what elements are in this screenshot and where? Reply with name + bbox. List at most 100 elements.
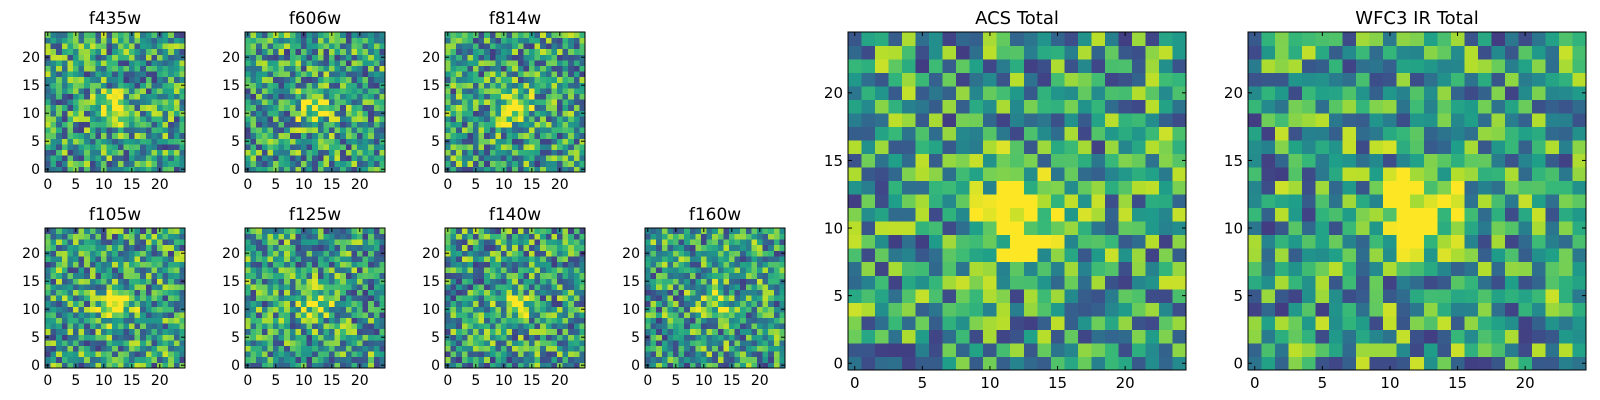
f606w-xtick-label: 5	[271, 177, 280, 193]
f435w-ytick-label: 15	[22, 78, 40, 94]
f160w-ytick-label: 10	[622, 302, 640, 318]
f140w-ytick-label: 20	[422, 246, 440, 262]
f435w-xtick-label: 15	[123, 177, 141, 193]
f435w-xtick-label: 20	[151, 177, 169, 193]
f160w-image	[645, 228, 786, 369]
f160w-ytick-label: 20	[622, 246, 640, 262]
f140w-ytick-label: 5	[431, 330, 440, 346]
f140w-ytick-label: 0	[431, 358, 440, 374]
acs-total-xtick-label: 10	[980, 374, 999, 392]
f140w-xtick-label: 5	[471, 373, 480, 389]
panel-f125w: f125w 0 5 10 15 20 0 5 10 15 20	[222, 205, 386, 389]
f814w-xtick-label: 20	[551, 177, 569, 193]
f160w-ytick-label: 15	[622, 274, 640, 290]
f814w-xtick-label: 15	[523, 177, 541, 193]
f814w-image	[445, 32, 586, 173]
f814w-xtick-label: 5	[471, 177, 480, 193]
f105w-image	[45, 228, 186, 369]
acs-total-ytick-label: 0	[833, 355, 843, 373]
wfc3-ir-total-xtick-label: 5	[1318, 374, 1328, 392]
f160w-title: f160w	[689, 205, 741, 225]
f814w-ytick-label: 0	[431, 162, 440, 178]
f606w-image	[245, 32, 386, 173]
f105w-xtick-label: 10	[95, 373, 113, 389]
f105w-ytick-label: 15	[22, 274, 40, 290]
f105w-ytick-label: 0	[31, 358, 40, 374]
f125w-xtick-label: 5	[271, 373, 280, 389]
f814w-ytick-label: 20	[422, 50, 440, 66]
acs-total-ytick-label: 15	[824, 152, 843, 170]
acs-total-frame	[847, 31, 1187, 371]
f105w-title: f105w	[89, 205, 141, 225]
f125w-ytick-label: 5	[231, 330, 240, 346]
panel-f606w: f606w 0 5 10 15 20 0 5 10 15 20	[222, 9, 386, 193]
wfc3-ir-total-ytick-label: 10	[1224, 219, 1243, 237]
f105w-xtick-label: 0	[43, 373, 52, 389]
wfc3-ir-total-xtick-label: 20	[1516, 374, 1535, 392]
f140w-ytick-label: 15	[422, 274, 440, 290]
wfc3-ir-total-image	[1248, 32, 1587, 371]
wfc3-ir-total-ytick-label: 20	[1224, 84, 1243, 102]
f160w-frame	[644, 227, 786, 369]
wfc3-ir-total-ytick-label: 15	[1224, 152, 1243, 170]
f160w-xtick-label: 20	[751, 373, 769, 389]
wfc3-ir-total-ytick-label: 5	[1233, 287, 1243, 305]
f140w-frame	[444, 227, 586, 369]
panel-f105w: f105w 0 5 10 15 20 0 5 10 15 20	[22, 205, 186, 389]
acs-total-title: ACS Total	[975, 8, 1059, 29]
f105w-ytick-label: 5	[31, 330, 40, 346]
acs-total-ytick-label: 20	[824, 84, 843, 102]
acs-total-image	[848, 32, 1187, 371]
f105w-xtick-label: 15	[123, 373, 141, 389]
f160w-xtick-label: 10	[695, 373, 713, 389]
panel-f140w: f140w 0 5 10 15 20 0 5 10 15 20	[422, 205, 586, 389]
f435w-image	[45, 32, 186, 173]
acs-total-xtick-label: 0	[850, 374, 860, 392]
f435w-xtick-label: 0	[43, 177, 52, 193]
f606w-xtick-label: 10	[295, 177, 313, 193]
acs-total-ytick-label: 10	[824, 219, 843, 237]
f160w-xtick-label: 15	[723, 373, 741, 389]
f105w-xtick-label: 5	[71, 373, 80, 389]
f435w-ytick-label: 20	[22, 50, 40, 66]
f125w-ytick-label: 10	[222, 302, 240, 318]
f105w-ytick-label: 10	[22, 302, 40, 318]
f606w-xtick-label: 0	[243, 177, 252, 193]
f606w-ytick-label: 15	[222, 78, 240, 94]
panel-f160w: f160w 0 5 10 15 20 0 5 10 15 20	[622, 205, 786, 389]
f814w-ytick-label: 5	[431, 134, 440, 150]
wfc3-ir-total-frame	[1247, 31, 1587, 371]
f814w-xtick-label: 10	[495, 177, 513, 193]
f606w-xtick-label: 20	[351, 177, 369, 193]
panel-f814w: f814w 0 5 10 15 20 0 5 10 15 20	[422, 9, 586, 193]
f105w-ytick-label: 20	[22, 246, 40, 262]
f105w-frame	[44, 227, 186, 369]
f160w-xtick-label: 0	[643, 373, 652, 389]
f140w-title: f140w	[489, 205, 541, 225]
f125w-ytick-label: 15	[222, 274, 240, 290]
f125w-ytick-label: 20	[222, 246, 240, 262]
f606w-ytick-label: 10	[222, 106, 240, 122]
f814w-xtick-label: 0	[443, 177, 452, 193]
acs-total-xtick-label: 5	[918, 374, 928, 392]
panel-wfc3-ir-total: WFC3 IR Total 0 5 10 15 20 0 5 10 15 20	[1224, 8, 1587, 392]
f125w-xtick-label: 10	[295, 373, 313, 389]
wfc3-ir-total-xtick-label: 0	[1250, 374, 1260, 392]
f125w-title: f125w	[289, 205, 341, 225]
f435w-ytick-label: 0	[31, 162, 40, 178]
f435w-frame	[44, 31, 186, 173]
f125w-xtick-label: 15	[323, 373, 341, 389]
wfc3-ir-total-xtick-label: 15	[1448, 374, 1467, 392]
f606w-ytick-label: 20	[222, 50, 240, 66]
f435w-title: f435w	[89, 9, 141, 29]
f606w-ytick-label: 0	[231, 162, 240, 178]
f814w-title: f814w	[489, 9, 541, 29]
f814w-ytick-label: 15	[422, 78, 440, 94]
f606w-xtick-label: 15	[323, 177, 341, 193]
f160w-ytick-label: 0	[631, 358, 640, 374]
f140w-image	[445, 228, 586, 369]
f140w-xtick-label: 10	[495, 373, 513, 389]
panel-f435w: f435w 0 5 10 15 20 0 5 10 15 20	[22, 9, 186, 193]
f160w-xtick-label: 5	[671, 373, 680, 389]
f606w-ytick-label: 5	[231, 134, 240, 150]
